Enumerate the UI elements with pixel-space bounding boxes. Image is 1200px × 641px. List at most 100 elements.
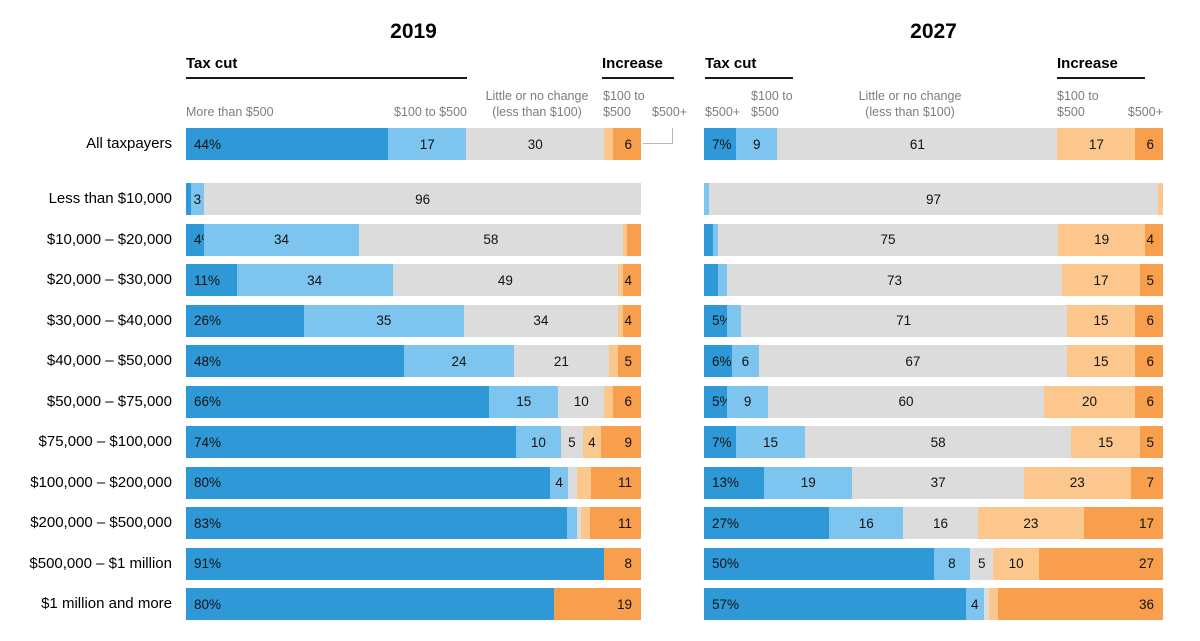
- bar-segment-increase-500-plus: 5: [1140, 264, 1163, 296]
- bar-segment-increase-500-plus: 19: [553, 588, 641, 620]
- bar-segment-little-or-no-change: 37: [852, 466, 1024, 499]
- bar-segment-little-or-no-change: 30: [466, 128, 605, 160]
- column-label-increase-500-plus-2019: $500+: [652, 105, 688, 119]
- segment-value-label: 16: [858, 515, 874, 531]
- segment-value-label: 6: [624, 394, 632, 409]
- segment-value-label: 11: [617, 475, 632, 490]
- segment-value-label: 61: [909, 136, 925, 152]
- bar-segment-cut-100-to-500: 34: [236, 264, 393, 296]
- bar-segment-increase-500-plus: 9: [600, 426, 641, 458]
- bar-row: 74% 10 5 4 9: [186, 426, 641, 458]
- segment-value-label: 67: [905, 353, 921, 369]
- bar-segment-increase-100-to-500: 20: [1043, 385, 1136, 418]
- bar-segment-little-or-no-change: 60: [768, 385, 1044, 418]
- segment-value-label: 74%: [194, 434, 222, 450]
- segment-value-label: 17: [1138, 515, 1155, 531]
- segment-value-label: 6: [1146, 313, 1154, 328]
- bar-segment-increase-100-to-500: 15: [1066, 345, 1136, 377]
- bar-row: 48% 24 21 5: [186, 345, 641, 377]
- bar-segment-cut-100-to-500: [704, 183, 709, 215]
- bar-segment-cut-100-to-500: [717, 264, 727, 296]
- column-label-100-to-500-2019: $100 to $500: [394, 105, 467, 119]
- bar-segment-increase-100-to-500: 17: [1057, 128, 1136, 160]
- segment-value-label: 58: [930, 434, 946, 450]
- callout-connector-line: [672, 128, 673, 144]
- row-label: $100,000 – $200,000: [30, 473, 172, 491]
- bar-segment-increase-500-plus: 4: [622, 304, 641, 337]
- bar-segment-increase-500-plus: 11: [590, 466, 641, 499]
- bar-segment-cut-more-than-500: 57%: [704, 588, 966, 620]
- tax-cut-group-header-2027: Tax cut: [705, 55, 757, 72]
- row-label: $20,000 – $30,000: [46, 271, 172, 288]
- segment-value-label: 6: [1146, 136, 1154, 152]
- bar-segment-cut-more-than-500: [704, 264, 718, 296]
- bar-segment-increase-500-plus: 8: [604, 547, 641, 580]
- bar-segment-little-or-no-change: 73: [726, 264, 1063, 296]
- segment-value-label: 96: [415, 191, 431, 207]
- row-label: $75,000 – $100,000: [38, 433, 172, 450]
- bar-segment-increase-100-to-500: [618, 264, 623, 296]
- segment-value-label: 23: [1069, 475, 1085, 490]
- bar-segment-cut-more-than-500: 11%: [186, 264, 237, 296]
- segment-value-label: 17: [419, 136, 435, 152]
- bar-segment-cut-more-than-500: [186, 183, 191, 215]
- bar-segment-increase-500-plus: 7: [1130, 466, 1163, 499]
- bars-panel-2019: 44%173063964%345811%3449426%3534448%2421…: [186, 0, 642, 641]
- segment-value-label: 50%: [712, 556, 740, 571]
- bar-segment-little-or-no-change: 75: [717, 223, 1059, 256]
- increase-rule-2027: [1057, 77, 1145, 79]
- bar-row: 73 17 5: [704, 264, 1163, 296]
- row-label: $1 million and more: [41, 595, 172, 612]
- segment-value-label: 11: [617, 515, 632, 531]
- bar-segment-cut-more-than-500: 13%: [704, 466, 765, 499]
- row-label: Less than $10,000: [48, 190, 172, 207]
- bar-segment-cut-more-than-500: 80%: [186, 466, 550, 499]
- segment-value-label: 80%: [194, 475, 222, 490]
- bar-row: 57% 4 36: [704, 588, 1163, 620]
- segment-value-label: 57%: [712, 596, 740, 612]
- bar-segment-little-or-no-change: [983, 588, 989, 620]
- column-label-more-than-500-2019: More than $500: [186, 105, 274, 119]
- bar-segment-cut-100-to-500: 9: [736, 128, 778, 160]
- tax-cut-rule-2019: [186, 77, 467, 79]
- segment-value-label: 6: [624, 136, 632, 152]
- segment-value-label: 75: [880, 232, 896, 247]
- segment-value-label: 23: [1023, 515, 1039, 531]
- segment-value-label: 5: [568, 434, 576, 450]
- bar-segment-increase-100-to-500: 23: [1023, 466, 1131, 499]
- bar-segment-increase-500-plus: 5: [618, 345, 641, 377]
- bar-segment-little-or-no-change: 49: [392, 264, 619, 296]
- bar-segment-increase-100-to-500: [577, 466, 591, 499]
- segment-value-label: 19: [616, 596, 632, 612]
- bar-row: 66% 15 10 6: [186, 385, 641, 418]
- bar-row: 5% 9 60 20 6: [704, 385, 1164, 418]
- segment-value-label: 3: [193, 191, 202, 207]
- bar-segment-cut-100-to-500: 17: [388, 128, 467, 160]
- segment-value-label: 58: [483, 232, 499, 247]
- bar-segment-little-or-no-change: 5: [970, 547, 994, 580]
- segment-value-label: 34: [533, 313, 549, 328]
- segment-value-label: 6%: [712, 353, 732, 369]
- bar-segment-cut-more-than-500: 5%: [704, 385, 732, 418]
- bar-row: 44% 17 30 6: [186, 128, 641, 160]
- bar-segment-increase-100-to-500: 10: [993, 547, 1040, 580]
- segment-value-label: 4: [588, 434, 596, 450]
- bar-segment-cut-100-to-500: 9: [726, 385, 769, 418]
- bar-segment-cut-more-than-500: 80%: [186, 588, 554, 620]
- segment-value-label: 15: [763, 434, 779, 450]
- bar-segment-cut-more-than-500: 27%: [704, 507, 830, 539]
- segment-value-label: 19: [1094, 232, 1110, 247]
- segment-value-label: 15: [1093, 353, 1109, 369]
- bar-segment-increase-100-to-500: [618, 304, 623, 337]
- bar-row: 13% 19 37 23 7: [704, 466, 1163, 499]
- segment-value-label: 37: [930, 475, 946, 490]
- row-label: $10,000 – $20,000: [46, 230, 172, 248]
- column-label-cut-500-plus-2027: $500+: [705, 105, 741, 119]
- bar-segment-increase-100-to-500: 4: [583, 426, 601, 458]
- segment-value-label: 15: [516, 394, 532, 409]
- segment-value-label: 66%: [194, 394, 222, 409]
- bar-segment-increase-500-plus: 11: [590, 507, 641, 539]
- bar-segment-cut-100-to-500: [567, 507, 577, 539]
- segment-value-label: 36: [1138, 596, 1154, 612]
- segment-value-label: 30: [527, 136, 543, 152]
